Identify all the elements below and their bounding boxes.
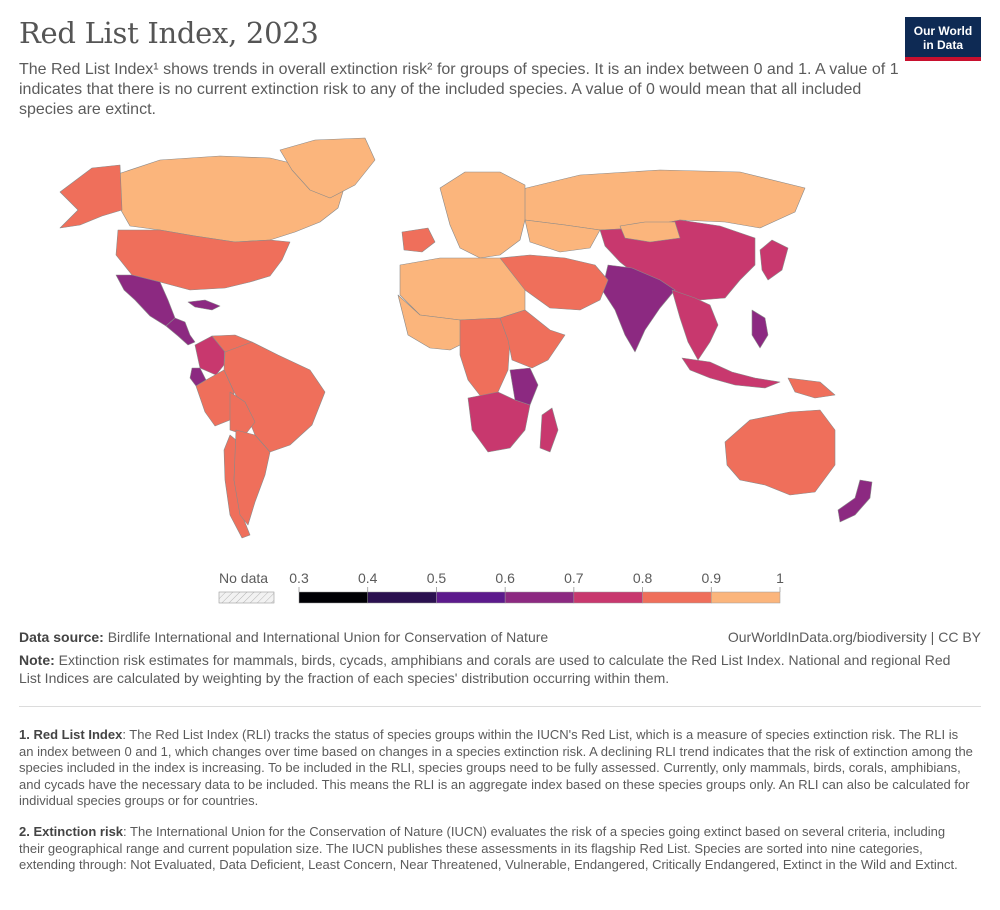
legend-tick-label: 0.4	[358, 570, 378, 586]
region-central-africa[interactable]	[459, 317, 511, 399]
region-madagascar[interactable]	[539, 407, 559, 453]
legend-bin-0.8-0.9[interactable]	[642, 591, 712, 604]
region-cuba[interactable]	[187, 299, 221, 311]
region-kazakhstan[interactable]	[524, 219, 601, 253]
region-japan[interactable]	[759, 239, 789, 281]
region-papua-new-guinea[interactable]	[787, 377, 836, 399]
world-map	[59, 137, 873, 539]
legend-tick-label: 0.6	[495, 570, 515, 586]
region-new-zealand[interactable]	[837, 479, 873, 523]
no-data-swatch	[218, 591, 275, 604]
no-data-label: No data	[219, 570, 268, 586]
legend-tick-label: 0.5	[427, 570, 447, 586]
region-canada[interactable]	[114, 155, 346, 243]
region-southeast-asia[interactable]	[671, 289, 719, 361]
region-southern-africa[interactable]	[467, 391, 531, 453]
legend-tick-label: 1	[776, 570, 784, 586]
source-url[interactable]: OurWorldInData.org/biodiversity | CC BY	[727, 629, 981, 645]
logo-line-2: in Data	[922, 38, 963, 52]
region-iberia[interactable]	[401, 227, 436, 253]
region-tanzania[interactable]	[509, 367, 539, 406]
footnote-2-text: : The International Union for the Conser…	[19, 824, 958, 872]
divider	[19, 706, 981, 707]
data-source-text: Birdlife International and International…	[103, 629, 549, 645]
footnote-1-label: 1. Red List Index	[19, 727, 123, 742]
region-europe[interactable]	[439, 171, 526, 259]
data-source-label: Data source:	[19, 629, 104, 645]
legend-tick-label: 0.9	[702, 570, 722, 586]
chart-subtitle: The Red List Index¹ shows trends in over…	[19, 61, 899, 118]
region-indonesia[interactable]	[681, 357, 781, 389]
legend-bin-0.3-0.4[interactable]	[298, 591, 368, 604]
owid-logo[interactable]: Our World in Data	[905, 17, 981, 61]
region-argentina[interactable]	[233, 429, 271, 526]
legend-tick-label: 0.8	[633, 570, 653, 586]
legend-bin-0.6-0.7[interactable]	[504, 591, 575, 604]
note-label: Note:	[19, 652, 55, 668]
data-source: Data source: Birdlife International and …	[19, 629, 548, 645]
region-central-america[interactable]	[165, 317, 196, 346]
note: Note: Extinction risk estimates for mamm…	[19, 651, 959, 687]
logo-line-1: Our World	[913, 24, 973, 38]
region-india[interactable]	[601, 264, 676, 353]
region-greenland[interactable]	[279, 137, 376, 199]
region-russia[interactable]	[509, 169, 806, 231]
region-north-africa[interactable]	[399, 257, 526, 321]
legend-bin-0.5-0.6[interactable]	[436, 591, 506, 604]
legend-tick-label: 0.7	[564, 570, 584, 586]
region-mongolia[interactable]	[619, 221, 681, 243]
color-legend: No data 0.3 0.4 0.5 0.6 0.7 0.8 0.9 1	[218, 570, 784, 604]
note-text: Extinction risk estimates for mammals, b…	[19, 652, 951, 686]
region-australia[interactable]	[724, 409, 836, 496]
chart-title: Red List Index, 2023	[19, 16, 319, 50]
footnote-1-text: : The Red List Index (RLI) tracks the st…	[19, 727, 973, 808]
region-philippines[interactable]	[751, 309, 769, 349]
legend-bin-0.7-0.8[interactable]	[573, 591, 643, 604]
region-alaska[interactable]	[59, 164, 123, 229]
legend-bin-0.9-1[interactable]	[711, 591, 781, 604]
region-east-africa[interactable]	[499, 309, 566, 369]
footnote-1: 1. Red List Index: The Red List Index (R…	[19, 727, 974, 810]
footnote-2: 2. Extinction risk: The International Un…	[19, 824, 974, 874]
legend-bin-0.4-0.5[interactable]	[367, 591, 437, 604]
legend-tick-label: 0.3	[289, 570, 309, 586]
region-bolivia[interactable]	[229, 391, 256, 436]
footnote-2-label: 2. Extinction risk	[19, 824, 124, 839]
